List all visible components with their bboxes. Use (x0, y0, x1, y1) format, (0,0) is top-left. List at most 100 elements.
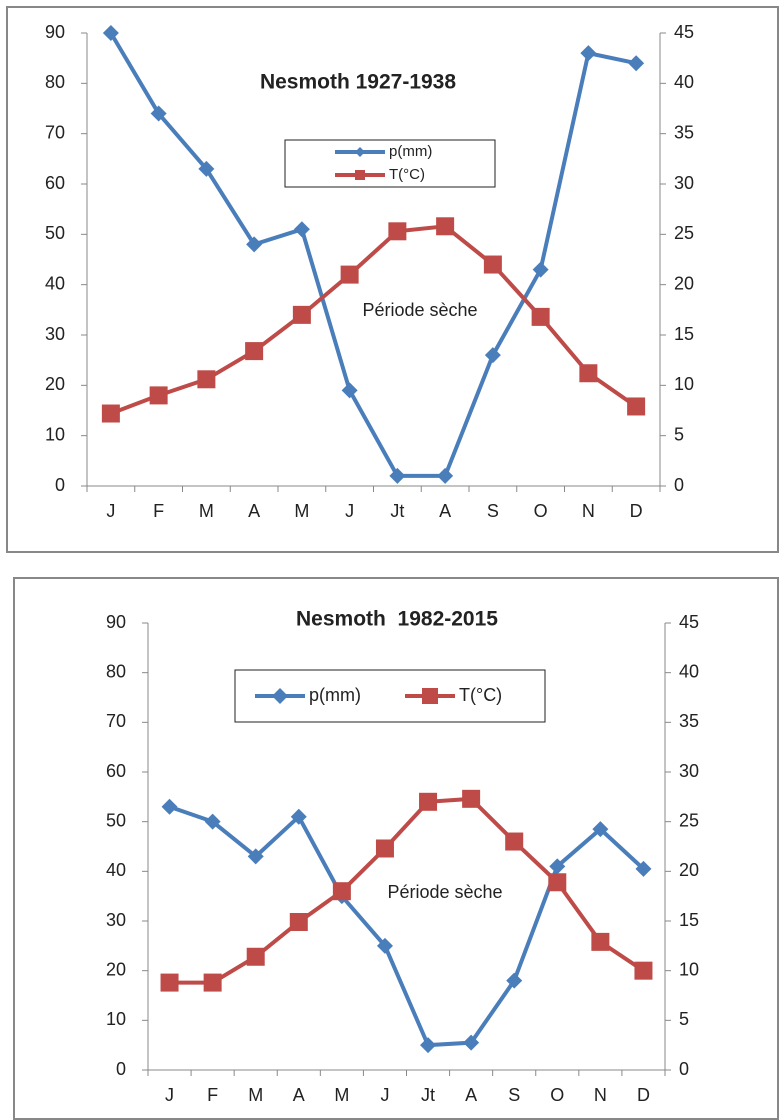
marker (340, 265, 359, 284)
y2-tick-label: 15 (674, 324, 694, 344)
legend-marker (355, 147, 365, 157)
y-tick-label: 60 (45, 173, 65, 193)
legend-marker (272, 688, 288, 704)
legend-label: T(°C) (389, 166, 425, 183)
marker (247, 848, 264, 865)
y2-tick-label: 5 (679, 1009, 689, 1029)
marker (463, 1034, 480, 1051)
marker (531, 307, 550, 326)
y-tick-label: 40 (106, 860, 126, 880)
marker (161, 798, 178, 815)
marker (484, 347, 501, 364)
x-tick-label: J (165, 1085, 174, 1105)
marker (292, 305, 311, 324)
chart-title: Nesmoth 1982-2015 (296, 608, 498, 631)
y2-tick-label: 5 (674, 424, 684, 444)
marker (149, 386, 168, 405)
x-tick-label: A (248, 501, 260, 521)
x-tick-label: J (345, 501, 354, 521)
x-tick-label: N (594, 1085, 607, 1105)
y2-tick-label: 45 (674, 22, 694, 42)
x-tick-label: F (153, 501, 164, 521)
marker (160, 973, 179, 992)
marker (341, 382, 358, 399)
marker (437, 467, 454, 484)
marker (198, 160, 215, 177)
y-tick-label: 30 (106, 910, 126, 930)
y-tick-label: 10 (45, 424, 65, 444)
y-tick-label: 30 (45, 324, 65, 344)
x-tick-label: Jt (390, 501, 404, 521)
y-tick-label: 80 (45, 72, 65, 92)
legend-marker (422, 688, 438, 704)
x-tick-label: M (248, 1085, 263, 1105)
marker (246, 236, 263, 253)
y2-tick-label: 10 (674, 374, 694, 394)
y-tick-label: 90 (45, 22, 65, 42)
y2-tick-label: 25 (679, 810, 699, 830)
x-tick-label: M (199, 501, 214, 521)
x-tick-label: O (534, 501, 548, 521)
marker (628, 55, 645, 72)
marker (290, 808, 307, 825)
y2-tick-label: 35 (674, 122, 694, 142)
chart-frame (13, 577, 779, 1120)
y2-tick-label: 15 (679, 910, 699, 930)
marker (246, 947, 265, 966)
x-tick-label: A (465, 1085, 477, 1105)
marker (293, 221, 310, 238)
marker (579, 364, 598, 383)
marker (635, 860, 652, 877)
chart-frame (6, 6, 779, 553)
y-tick-label: 40 (45, 273, 65, 293)
marker (591, 932, 610, 951)
x-tick-label: M (294, 501, 309, 521)
x-tick-label: A (293, 1085, 305, 1105)
marker (245, 342, 264, 361)
x-tick-label: D (637, 1085, 650, 1105)
y2-tick-label: 20 (674, 273, 694, 293)
marker (332, 882, 351, 901)
x-tick-label: D (630, 501, 643, 521)
marker (436, 217, 455, 236)
x-tick-label: A (439, 501, 451, 521)
x-tick-label: J (106, 501, 115, 521)
marker (505, 832, 524, 851)
legend (284, 139, 496, 188)
legend-label: p(mm) (309, 685, 361, 705)
y-tick-label: 0 (116, 1059, 126, 1079)
y-tick-label: 60 (106, 761, 126, 781)
legend-label: T(°C) (459, 685, 502, 705)
series-line (109, 31, 637, 478)
marker (102, 25, 119, 41)
annotation: Période sèche (387, 882, 502, 902)
x-tick-label: Jt (421, 1085, 435, 1105)
marker (506, 972, 523, 989)
marker (420, 1037, 437, 1054)
y2-tick-label: 0 (674, 475, 684, 495)
marker (388, 222, 407, 241)
x-tick-label: S (487, 501, 499, 521)
marker (627, 397, 646, 416)
y2-tick-label: 20 (679, 860, 699, 880)
y-tick-label: 10 (106, 1009, 126, 1029)
marker (549, 858, 566, 875)
legend-marker (355, 170, 365, 180)
y2-tick-label: 0 (679, 1059, 689, 1079)
marker (376, 937, 393, 954)
marker (203, 973, 222, 992)
marker (197, 370, 216, 389)
chart-title: Nesmoth 1927-1938 (260, 71, 456, 94)
marker (150, 105, 167, 122)
y2-tick-label: 30 (679, 761, 699, 781)
marker (419, 792, 438, 811)
y2-tick-label: 40 (674, 72, 694, 92)
y-tick-label: 80 (106, 661, 126, 681)
y2-tick-label: 25 (674, 223, 694, 243)
marker (483, 255, 502, 274)
y-tick-label: 0 (55, 475, 65, 495)
marker (548, 873, 567, 892)
x-tick-label: O (550, 1085, 564, 1105)
y2-tick-label: 35 (679, 711, 699, 731)
